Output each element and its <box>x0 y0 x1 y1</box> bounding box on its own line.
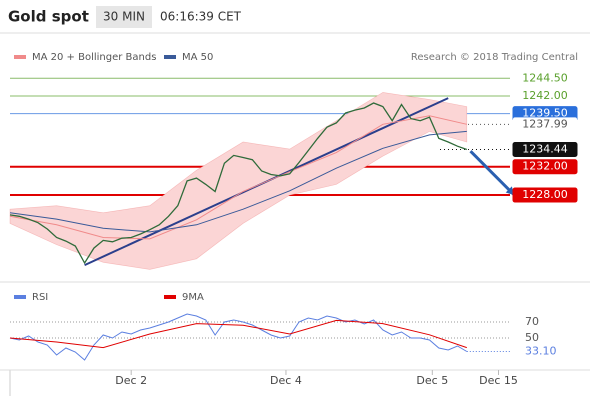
x-tick-label: Dec 2 <box>115 374 147 387</box>
level-label: 1237.99 <box>522 117 568 130</box>
legend-label: MA 50 <box>182 52 213 63</box>
interval: 30 MIN <box>103 10 145 24</box>
level-label: 1239.50 <box>522 107 568 120</box>
x-tick-label: Dec 15 <box>479 374 518 387</box>
price-line <box>9 102 468 265</box>
series-line <box>9 130 467 233</box>
legend-label: RSI <box>32 292 48 303</box>
x-tick-label: Dec 5 <box>416 374 448 387</box>
level-label-box <box>513 88 577 103</box>
series-line <box>9 313 468 361</box>
level-label-box <box>512 141 578 157</box>
level-label-box <box>513 117 577 132</box>
interval-box <box>96 6 152 28</box>
series-line <box>9 319 467 349</box>
bollinger-band <box>9 92 468 270</box>
level-label: 1228.00 <box>522 188 568 201</box>
level-label-box <box>512 159 578 175</box>
forecast-arrow <box>469 150 516 197</box>
title: Gold spot <box>8 8 89 26</box>
time: 06:16:39 CET <box>160 10 242 24</box>
legend-swatch <box>14 295 26 299</box>
level-label-box <box>512 187 578 203</box>
level-label-box <box>513 71 577 86</box>
legend-swatch <box>164 55 176 59</box>
legend-label: MA 20 + Bollinger Bands <box>32 52 156 63</box>
legend-label: 9MA <box>182 292 204 303</box>
y-tick-label: 50 <box>525 331 539 344</box>
arrow-head <box>505 186 515 196</box>
level-label: 1234.44 <box>522 142 568 155</box>
last-value-label: 33.10 <box>525 345 557 358</box>
x-tick-label: Dec 4 <box>270 374 302 387</box>
legend-swatch <box>164 295 176 299</box>
y-tick-label: 70 <box>525 315 539 328</box>
series-line <box>9 115 467 240</box>
level-label: 1242.00 <box>522 89 568 102</box>
level-label: 1244.50 <box>522 71 568 84</box>
watermark: Research © 2018 Trading Central <box>411 52 578 63</box>
legend-swatch <box>14 55 26 59</box>
level-label: 1232.00 <box>522 160 568 173</box>
